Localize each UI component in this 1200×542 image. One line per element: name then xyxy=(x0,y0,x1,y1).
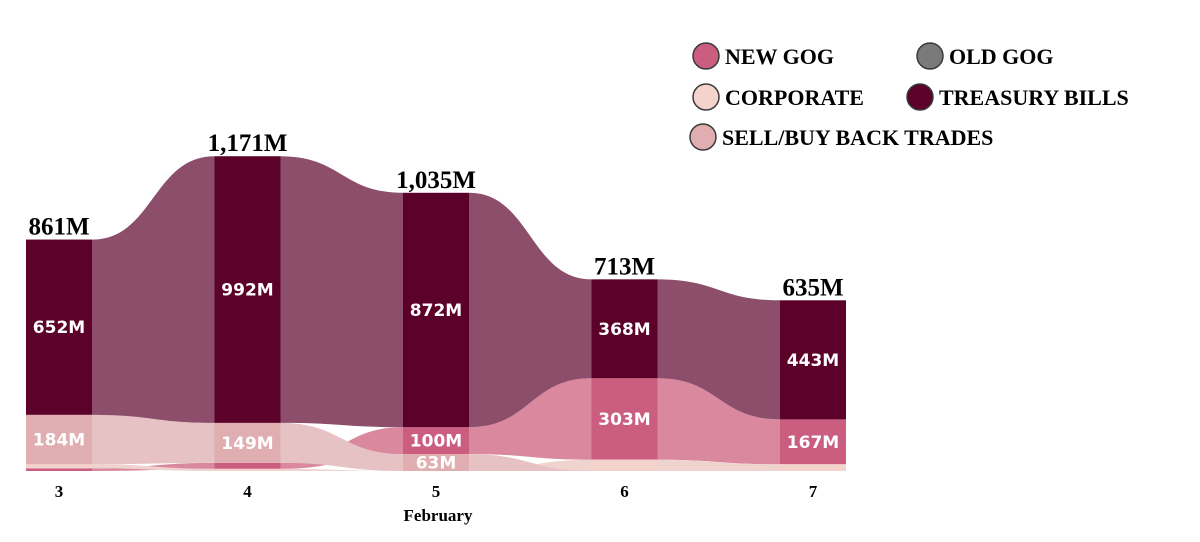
data-label-treasury-bills-5: 872M xyxy=(410,301,462,321)
x-axis: February 3 4 5 6 7 xyxy=(55,482,818,525)
bar-treasury-bills-6[interactable] xyxy=(591,279,658,379)
x-tick-label-6: 6 xyxy=(620,482,629,501)
bar-new-gog-3[interactable] xyxy=(26,468,92,471)
bar-sell-buy-back-trades-3[interactable] xyxy=(26,414,92,465)
data-label-new-gog-6: 303M xyxy=(598,410,650,430)
bar-treasury-bills-5[interactable] xyxy=(403,192,469,428)
data-label-new-gog-7: 167M xyxy=(787,433,839,453)
legend-item-treasury-bills[interactable]: TREASURY BILLS xyxy=(906,83,1129,111)
bar-corporate-7[interactable] xyxy=(780,464,846,471)
bar-new-gog-4[interactable] xyxy=(214,462,281,469)
legend[interactable]: NEW GOG OLD GOG CORPORATE TREASURY BILLS SEL… xyxy=(689,42,1129,151)
bar-corporate-6[interactable] xyxy=(591,459,658,471)
ribbon-treasury-bills xyxy=(469,192,592,428)
legend-label-new-gog: NEW GOG xyxy=(725,44,834,69)
legend-label-sell-buy-back-trades: SELL/BUY BACK TRADES xyxy=(722,125,993,150)
legend-item-corporate[interactable]: CORPORATE xyxy=(692,83,864,111)
legend-swatch-new-gog xyxy=(692,42,720,70)
ribbon-treasury-bills xyxy=(92,156,215,423)
data-label-treasury-bills-7: 443M xyxy=(787,351,839,371)
bars-layer xyxy=(26,156,846,471)
legend-swatch-old-gog xyxy=(916,42,944,70)
data-label-treasury-bills-6: 368M xyxy=(598,320,650,340)
bar-treasury-bills-3[interactable] xyxy=(26,239,92,415)
total-label-6: 713M xyxy=(594,253,655,280)
total-label-4: 1,171M xyxy=(208,130,288,157)
legend-label-corporate: CORPORATE xyxy=(725,85,864,110)
data-label-new-gog-5: 100M xyxy=(410,432,462,452)
x-tick-label-4: 4 xyxy=(243,482,252,501)
bar-corporate-3[interactable] xyxy=(26,464,92,469)
ribbon-treasury-bills xyxy=(280,156,403,428)
legend-swatch-treasury-bills xyxy=(906,83,934,111)
total-label-3: 861M xyxy=(28,214,89,241)
legend-label-treasury-bills: TREASURY BILLS xyxy=(939,85,1129,110)
ribbon-corporate xyxy=(92,464,215,471)
ribbon-treasury-bills xyxy=(657,279,780,420)
data-label-treasury-bills-4: 992M xyxy=(221,281,273,301)
x-tick-label-3: 3 xyxy=(55,482,64,501)
ribbon-corporate xyxy=(280,468,403,471)
ribbon-sell-buy-back-trades xyxy=(92,414,215,465)
legend-swatch-corporate xyxy=(692,83,720,111)
bar-sell-buy-back-trades-4[interactable] xyxy=(214,422,281,463)
bar-new-gog-6[interactable] xyxy=(591,378,658,460)
x-axis-title: February xyxy=(404,506,473,525)
ribbons-layer xyxy=(92,156,780,471)
data-label-sell-buy-back-trades-4: 149M xyxy=(221,434,273,454)
data-label-sell-buy-back-trades-3: 184M xyxy=(33,431,85,451)
bar-treasury-bills-7[interactable] xyxy=(780,300,846,420)
total-label-5: 1,035M xyxy=(396,167,476,194)
ribbon-new-gog xyxy=(469,378,592,460)
bar-new-gog-7[interactable] xyxy=(780,419,846,465)
legend-item-new-gog[interactable]: NEW GOG xyxy=(692,42,834,70)
ribbon-new-gog xyxy=(657,378,780,465)
x-tick-label-7: 7 xyxy=(809,482,818,501)
legend-label-old-gog: OLD GOG xyxy=(949,44,1054,69)
data-label-sell-buy-back-trades-5: 63M xyxy=(416,454,457,474)
legend-swatch-sell-buy-back-trades xyxy=(689,123,717,151)
bar-sell-buy-back-trades-5[interactable] xyxy=(403,454,469,471)
bar-new-gog-5[interactable] xyxy=(403,427,469,455)
legend-item-sell-buy-back-trades[interactable]: SELL/BUY BACK TRADES xyxy=(689,123,993,151)
total-label-7: 635M xyxy=(782,274,843,301)
bar-corporate-4[interactable] xyxy=(214,468,281,471)
ribbon-sell-buy-back-trades xyxy=(280,422,403,471)
legend-item-old-gog[interactable]: OLD GOG xyxy=(916,42,1054,70)
bar-treasury-bills-4[interactable] xyxy=(214,156,281,423)
data-label-treasury-bills-3: 652M xyxy=(33,318,85,338)
ribbon-corporate xyxy=(657,459,780,471)
ribbon-sell-buy-back-trades xyxy=(469,454,592,471)
x-tick-label-5: 5 xyxy=(432,482,441,501)
